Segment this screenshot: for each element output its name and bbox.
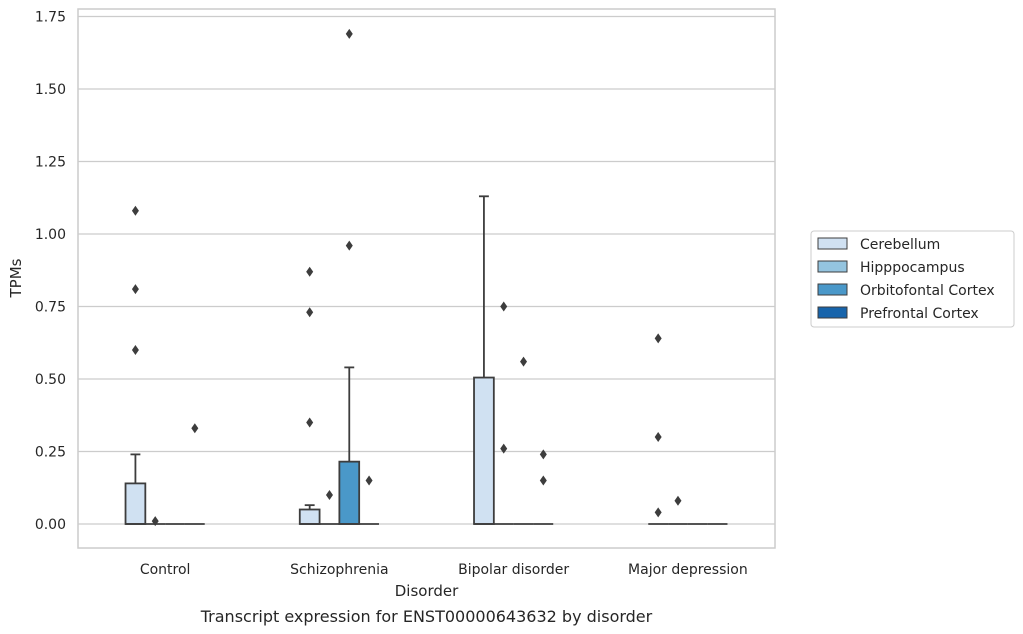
outlier-point [539, 449, 547, 460]
box-3-1 [359, 475, 379, 525]
box-0-2 [473, 195, 495, 525]
outlier-point [674, 495, 682, 506]
box-1-0 [145, 516, 166, 527]
y-tick-label: 0.75 [35, 300, 66, 316]
legend-frame [810, 230, 1015, 328]
outlier-point [539, 475, 547, 486]
x-tick-label: Bipolar disorder [458, 562, 569, 578]
x-axis-label: Disorder [395, 582, 459, 600]
y-tick-label: 0.25 [35, 445, 66, 461]
legend-label: Orbitofontal Cortex [860, 283, 995, 299]
y-tick-label: 1.25 [35, 155, 66, 171]
box-2-2 [513, 356, 534, 525]
outlier-point [131, 345, 139, 355]
outlier-point [654, 432, 662, 442]
y-tick-labels: 0.00 0.25 0.50 0.75 1.00 1.25 1.50 1.75 [35, 10, 66, 534]
y-tick-label: 1.75 [35, 10, 66, 26]
outlier-point [365, 475, 373, 486]
y-tick-label: 1.00 [35, 227, 66, 243]
plot-frame [77, 8, 776, 549]
box-2-1 [338, 28, 361, 525]
box-0-0 [124, 205, 147, 525]
x-tick-labels: Control Schizophrenia Bipolar disorder Majo… [140, 562, 748, 578]
x-tick-label: Major depression [628, 562, 748, 578]
outlier-point [654, 507, 662, 518]
outlier-point [306, 266, 314, 277]
y-axis-label: TPMs [7, 258, 25, 298]
legend-label: Prefrontal Cortex [860, 306, 979, 322]
box-1-3 [668, 495, 688, 525]
outlier-point [131, 284, 139, 295]
box-3-0 [184, 423, 205, 525]
outlier-point [191, 423, 199, 434]
outlier-point [500, 443, 508, 454]
box-body [124, 482, 147, 525]
outlier-point [306, 307, 314, 318]
outlier-point [325, 490, 333, 500]
outlier-point [151, 516, 159, 527]
outlier-point [345, 240, 353, 251]
plot-background [78, 9, 775, 548]
y-tick-label: 1.50 [35, 82, 66, 98]
legend-label: Hipppocampus [860, 260, 965, 276]
outlier-point [306, 417, 314, 428]
outlier-point [520, 356, 528, 367]
x-tick-label: Schizophrenia [290, 562, 388, 578]
box-1-2 [493, 301, 514, 525]
outlier-point [654, 333, 662, 344]
box-body [473, 376, 495, 525]
x-tick-label: Control [140, 562, 191, 578]
box-0-1 [298, 266, 321, 525]
legend-swatch [817, 260, 848, 273]
outlier-point [345, 28, 353, 39]
outlier-point [500, 301, 508, 312]
box-body [338, 460, 361, 525]
chart-caption: Transcript expression for ENST0000064363… [200, 607, 653, 626]
legend-label: Cerebellum [860, 237, 940, 253]
box-1-1 [319, 490, 340, 525]
y-gridlines [78, 15, 775, 525]
box-series [124, 28, 728, 527]
legend-swatch [817, 306, 848, 319]
box-body [298, 508, 321, 525]
box-0-3 [648, 333, 669, 525]
legend-swatch [817, 283, 848, 296]
outlier-point [131, 205, 139, 216]
legend-swatch [817, 237, 848, 250]
box-3-2 [533, 449, 554, 525]
y-tick-label: 0.50 [35, 372, 66, 388]
y-tick-label: 0.00 [35, 517, 66, 533]
legend: Cerebellum Hipppocampus Orbitofontal Corte… [810, 230, 1015, 328]
